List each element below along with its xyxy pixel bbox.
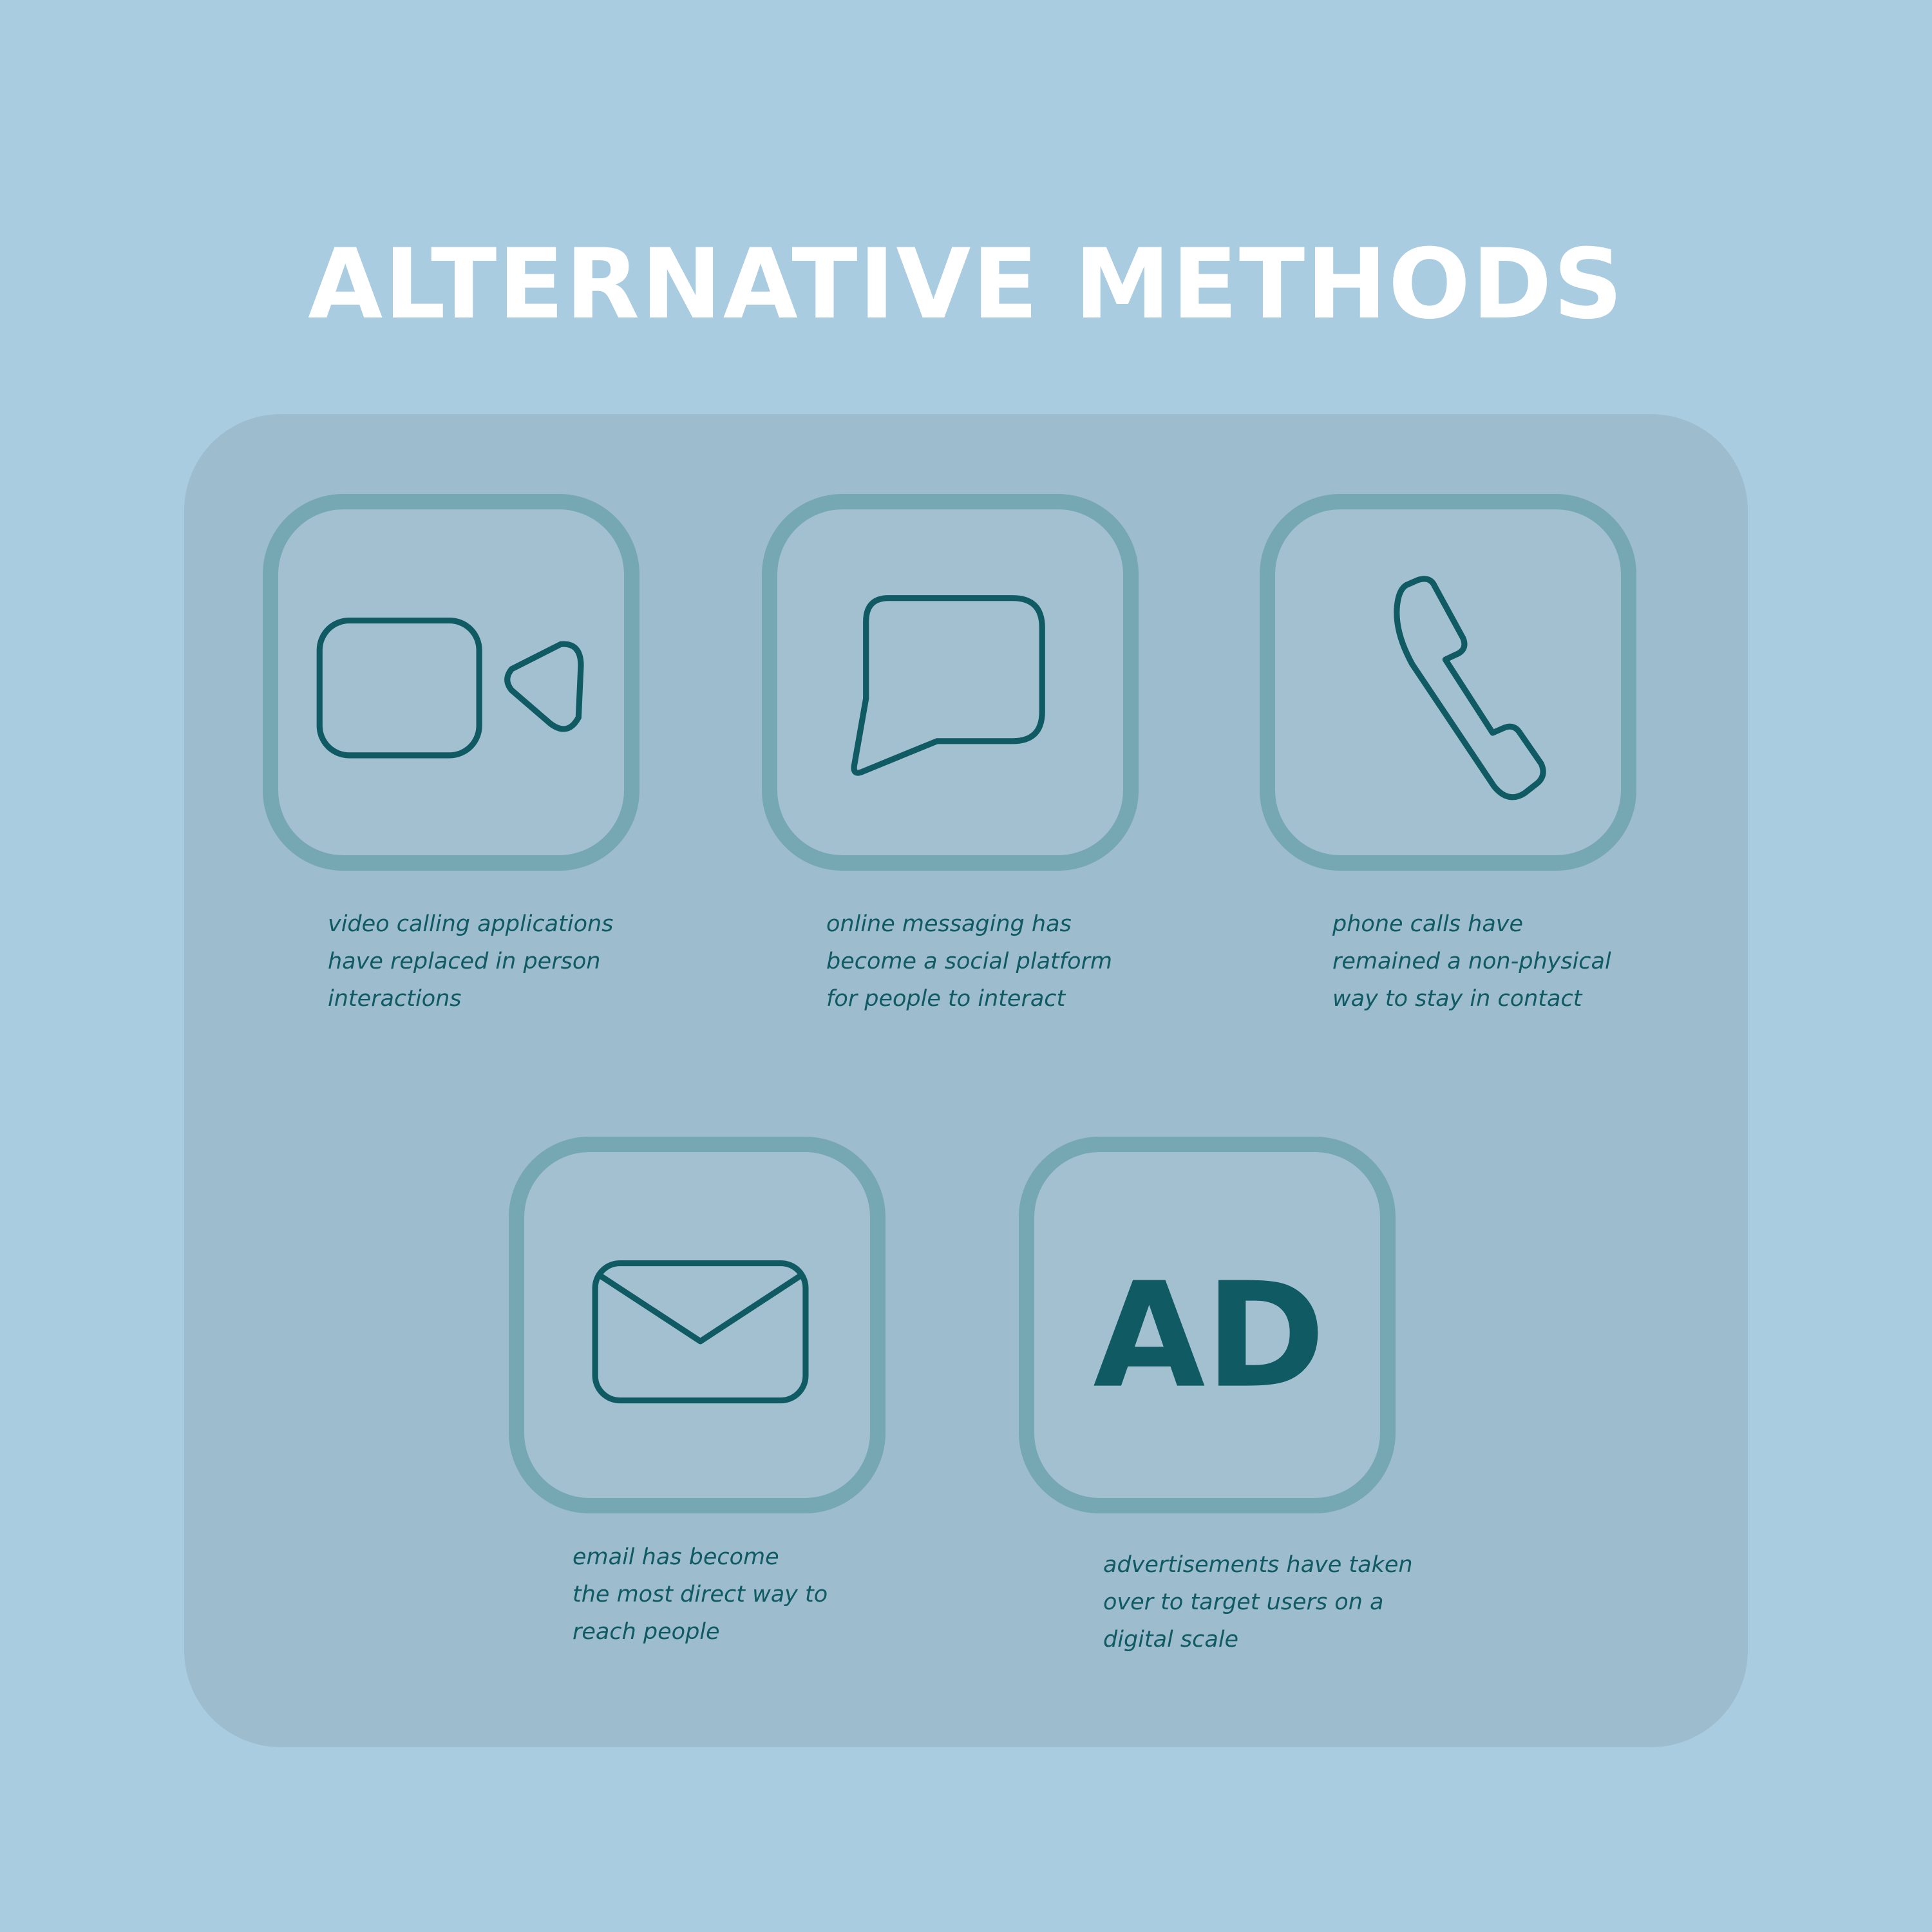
messaging-tile xyxy=(762,494,1139,871)
phone-call-caption: phone calls have remained a non-physical… xyxy=(1332,911,1611,1012)
advertisement-tile: AD xyxy=(1019,1137,1396,1513)
video-call-caption: video calling applications have replaced… xyxy=(328,911,614,1012)
chat-bubble-icon xyxy=(851,595,1045,776)
envelope-icon xyxy=(592,1260,809,1404)
ad-icon: AD xyxy=(1093,1252,1325,1421)
video-camera-icon xyxy=(316,617,584,759)
phone-call-tile xyxy=(1260,494,1636,871)
ad-label: AD xyxy=(1093,1252,1325,1421)
advertisement-caption: advertisements have taken over to target… xyxy=(1103,1552,1413,1653)
email-caption: email has become the most direct way to … xyxy=(573,1544,828,1645)
phone-handset-icon xyxy=(1394,576,1546,800)
messaging-caption: online messaging has become a social pla… xyxy=(826,911,1112,1012)
methods-panel: video calling applications have replaced… xyxy=(184,414,1748,1747)
email-tile xyxy=(509,1137,886,1513)
video-call-tile xyxy=(263,494,639,871)
page-title: ALTERNATIVE METHODS xyxy=(308,229,1624,341)
